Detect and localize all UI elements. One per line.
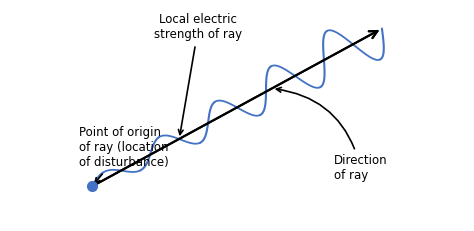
Text: Local electric
strength of ray: Local electric strength of ray xyxy=(155,13,242,134)
Text: Direction
of ray: Direction of ray xyxy=(276,88,387,182)
Text: Point of origin
of ray (location
of disturbance): Point of origin of ray (location of dist… xyxy=(79,126,169,183)
